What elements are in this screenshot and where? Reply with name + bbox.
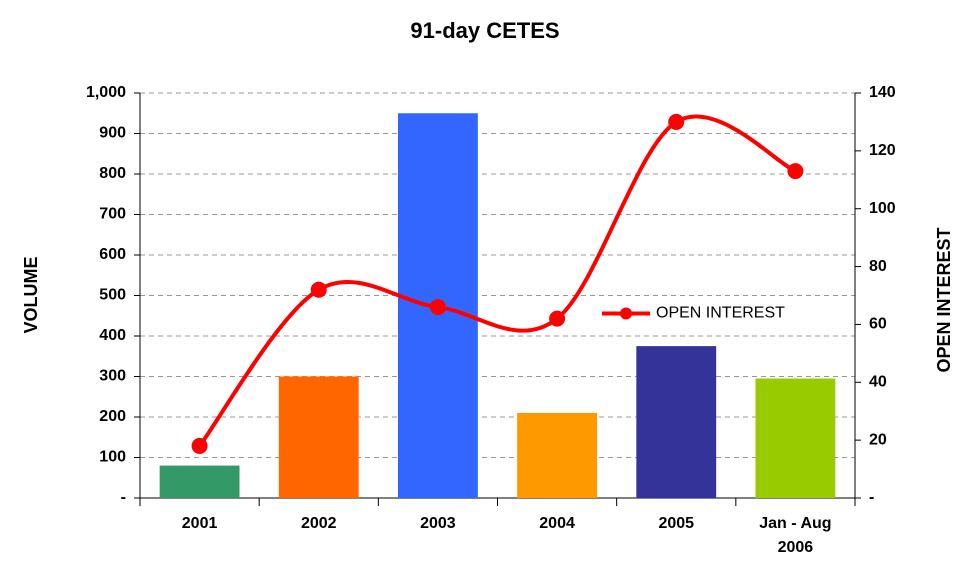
y-tick-label: - bbox=[121, 489, 126, 506]
chart-title: 91-day CETES bbox=[410, 18, 559, 43]
y2-tick-label: 60 bbox=[869, 316, 887, 333]
legend-label: OPEN INTEREST bbox=[656, 305, 785, 322]
legend-marker bbox=[620, 307, 632, 320]
line-marker bbox=[668, 113, 685, 130]
y-tick-label: 500 bbox=[99, 287, 126, 304]
line-marker bbox=[549, 310, 566, 327]
y2-tick-label: 140 bbox=[869, 84, 896, 101]
y2-tick-label: 20 bbox=[869, 431, 887, 448]
y-tick-label: 300 bbox=[99, 368, 126, 385]
y-tick-label: 1,000 bbox=[86, 84, 126, 101]
y-tick-label: 400 bbox=[99, 327, 126, 344]
y2-tick-label: - bbox=[869, 489, 874, 506]
y2-tick-label: 40 bbox=[869, 374, 887, 391]
x-tick-label: Jan - Aug 2006 bbox=[759, 515, 832, 556]
line-marker bbox=[191, 437, 208, 454]
line-marker bbox=[429, 299, 446, 316]
line-marker bbox=[787, 163, 804, 180]
y-tick-label: 900 bbox=[99, 125, 126, 142]
line-marker bbox=[310, 281, 327, 298]
y2-axis-label: OPEN INTEREST bbox=[934, 227, 954, 372]
y-tick-label: 700 bbox=[99, 206, 126, 223]
bar bbox=[636, 346, 717, 498]
y2-tick-label: 80 bbox=[869, 258, 887, 275]
y-tick-label: 600 bbox=[99, 246, 126, 263]
x-tick-label: 2001 bbox=[181, 515, 218, 532]
y-tick-label: 800 bbox=[99, 165, 126, 182]
x-tick-label: 2002 bbox=[300, 515, 337, 532]
y-axis-label: VOLUME bbox=[21, 256, 41, 333]
bar bbox=[517, 412, 598, 498]
bar bbox=[278, 376, 359, 498]
bar bbox=[159, 465, 240, 498]
y-tick-label: 200 bbox=[99, 408, 126, 425]
y-tick-label: 100 bbox=[99, 449, 126, 466]
y2-tick-label: 100 bbox=[869, 200, 896, 217]
x-tick-label: 2003 bbox=[420, 515, 456, 532]
y2-tick-label: 120 bbox=[869, 142, 896, 159]
line bbox=[197, 114, 797, 448]
bar bbox=[755, 378, 836, 498]
x-tick-label: 2004 bbox=[539, 515, 575, 532]
x-tick-label: 2005 bbox=[658, 515, 695, 532]
